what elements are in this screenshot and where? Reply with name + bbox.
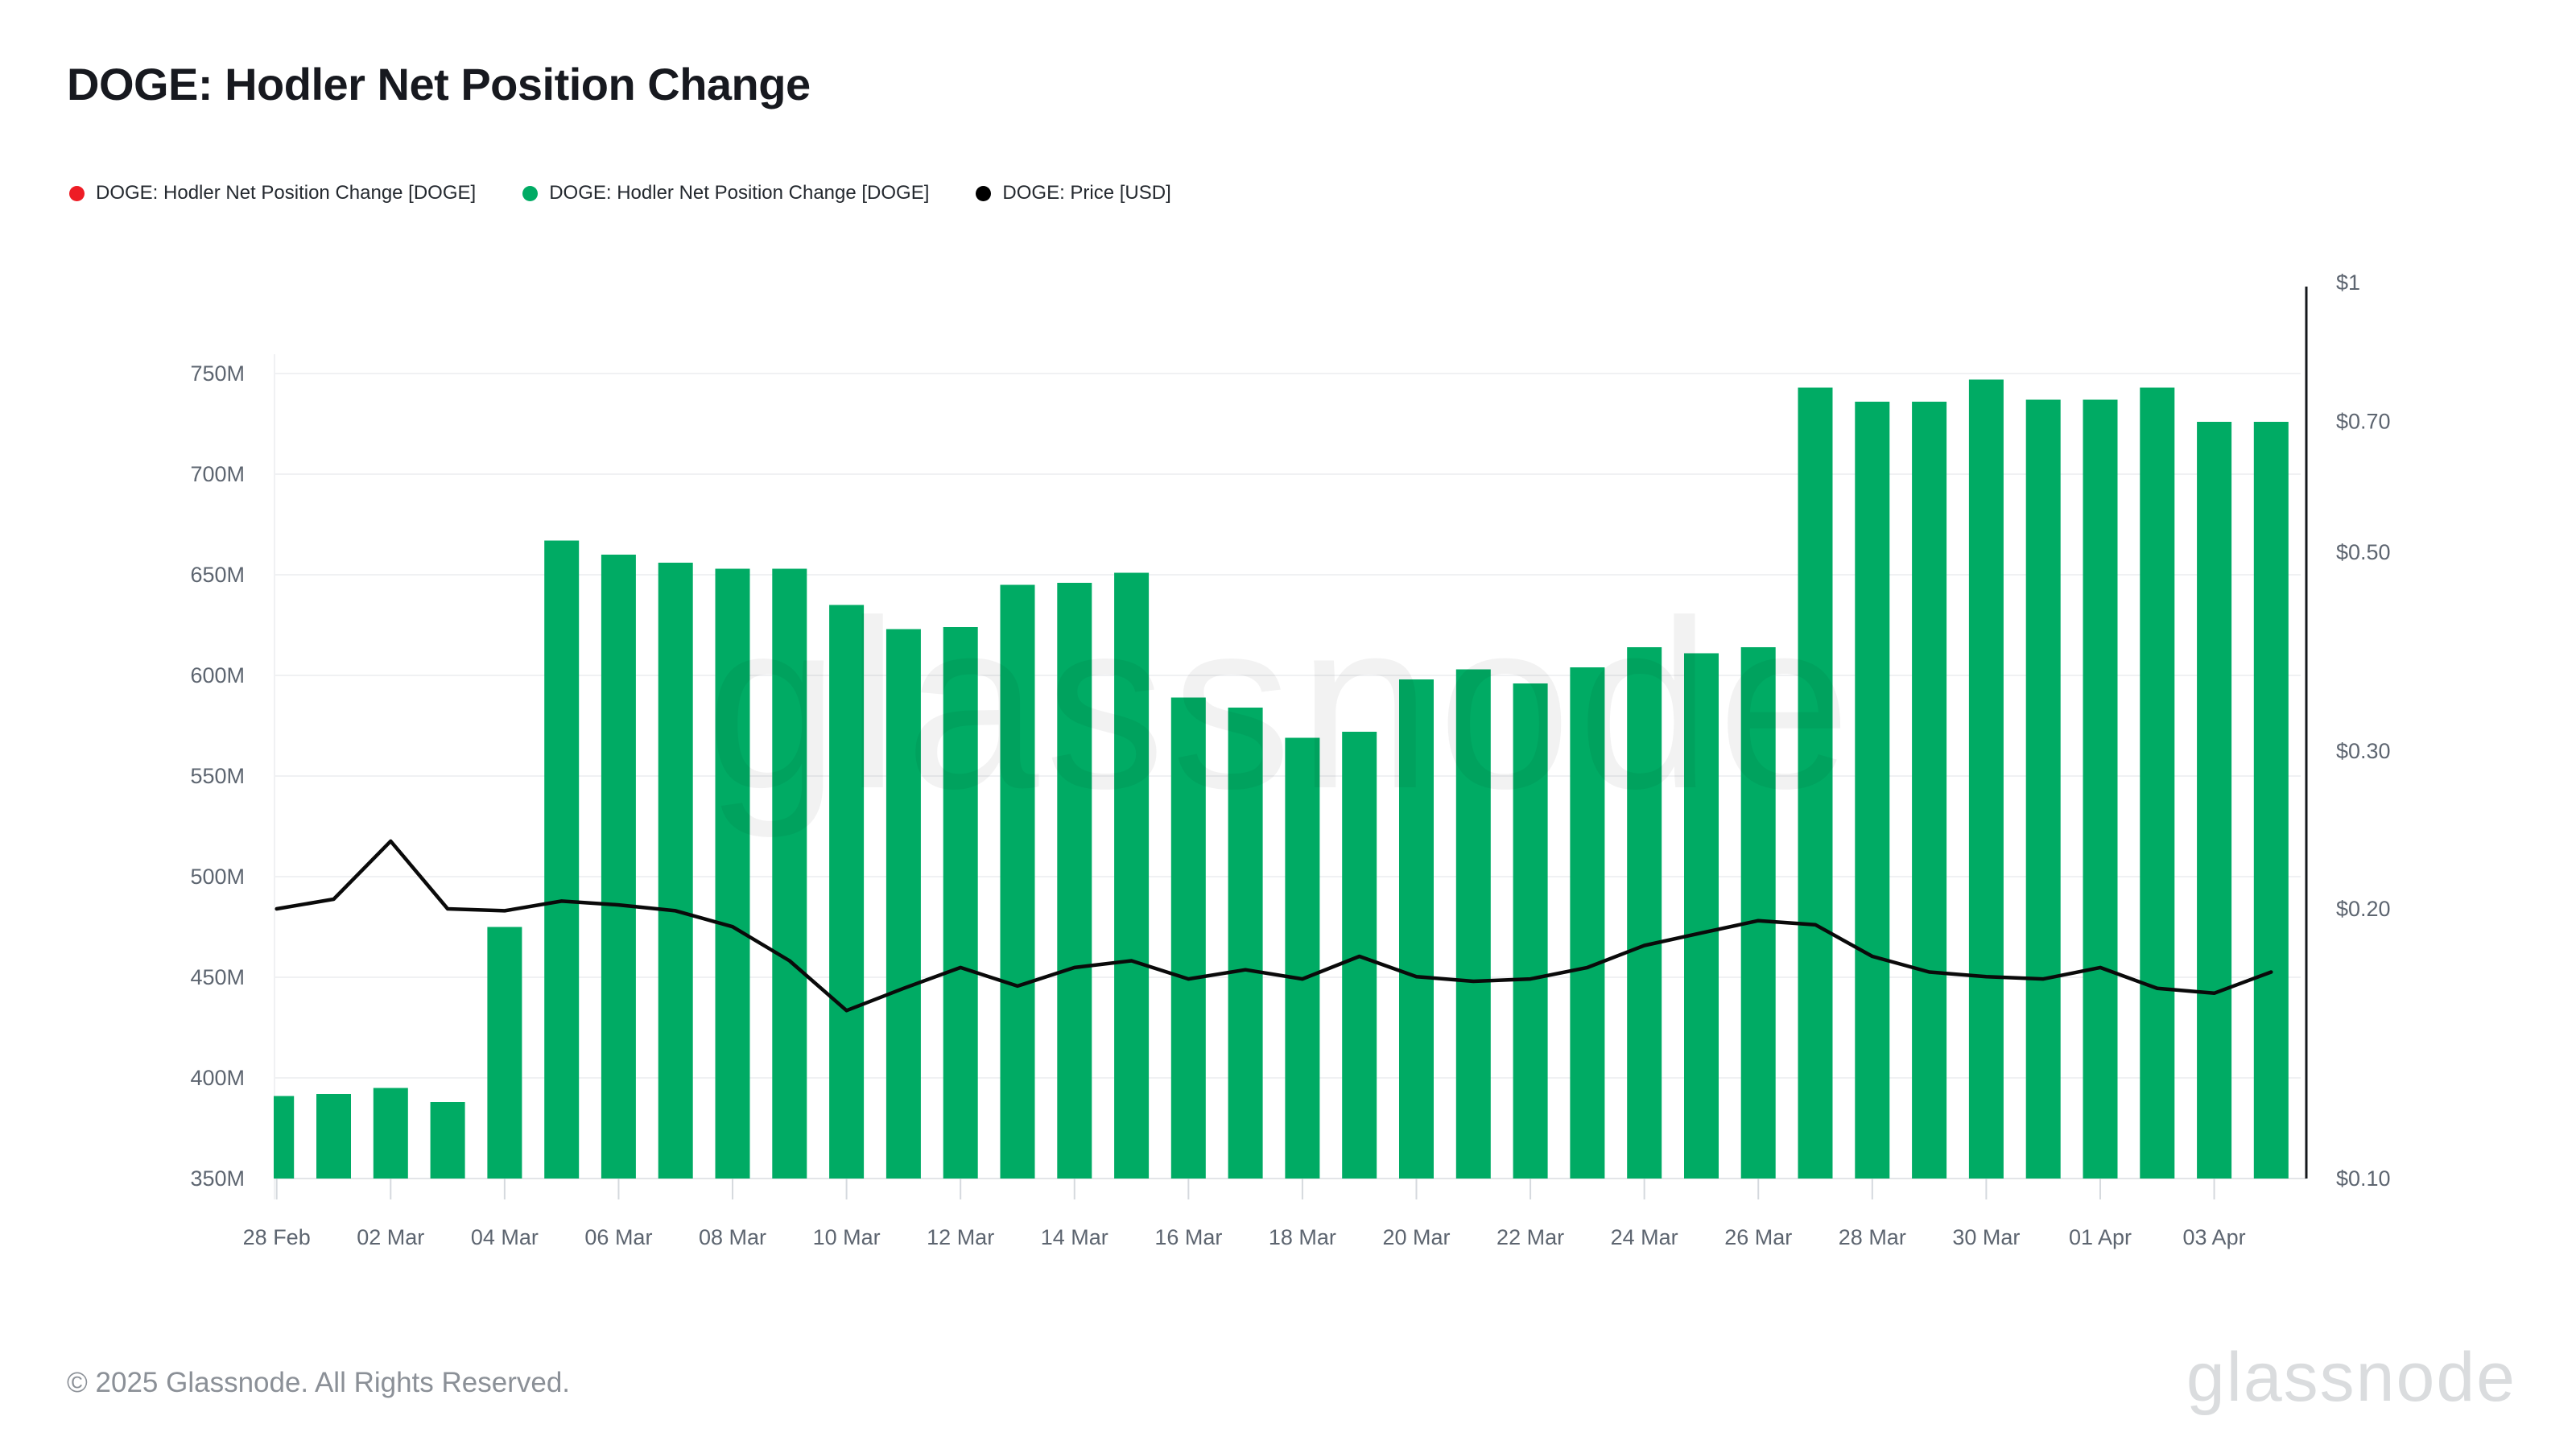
bar-04-apr (2253, 422, 2289, 1179)
left-axis-label: 750M (190, 361, 245, 386)
bar-13-mar (1000, 584, 1035, 1179)
x-axis-label: 24 Mar (1611, 1225, 1678, 1249)
bar-31-mar (2025, 399, 2061, 1179)
left-axis-label: 650M (190, 563, 245, 587)
right-axis-label: $0.30 (2336, 739, 2391, 763)
bar-29-mar (1912, 402, 1947, 1179)
bar-27-mar (1798, 387, 1833, 1179)
x-axis-label: 01 Apr (2069, 1225, 2132, 1249)
bar-01-mar (316, 1094, 351, 1179)
legend-label: DOGE: Price [USD] (1002, 182, 1171, 204)
bar-06-mar (601, 555, 636, 1179)
bar-30-mar (1968, 379, 2004, 1179)
legend-item-price[interactable]: DOGE: Price [USD] (976, 182, 1171, 204)
bar-24-mar (1627, 647, 1662, 1179)
right-axis-label: $0.50 (2336, 540, 2391, 564)
bar-10-mar (829, 605, 865, 1179)
x-axis-label: 03 Apr (2183, 1225, 2246, 1249)
bar-02-apr (2140, 387, 2175, 1179)
x-axis-label: 22 Mar (1496, 1225, 1564, 1249)
bar-01-apr (2083, 399, 2118, 1179)
bar-04-mar (487, 927, 522, 1179)
bar-08-mar (715, 568, 750, 1179)
legend-dot-red-icon (69, 185, 85, 201)
x-axis-label: 30 Mar (1952, 1225, 2020, 1249)
bar-25-mar (1684, 653, 1719, 1179)
x-axis-label: 14 Mar (1041, 1225, 1108, 1249)
left-axis-label: 350M (190, 1166, 245, 1191)
x-axis-label: 28 Feb (243, 1225, 311, 1249)
legend-label: DOGE: Hodler Net Position Change [DOGE] (549, 182, 930, 204)
x-axis-label: 04 Mar (471, 1225, 539, 1249)
bar-26-mar (1740, 647, 1776, 1179)
left-axis-label: 700M (190, 462, 245, 486)
x-axis-label: 18 Mar (1269, 1225, 1336, 1249)
left-axis-label: 550M (190, 764, 245, 788)
bar-23-mar (1570, 667, 1605, 1179)
x-axis-label: 06 Mar (584, 1225, 652, 1249)
left-axis-label: 500M (190, 865, 245, 889)
bar-11-mar (886, 629, 921, 1179)
bar-20-mar (1399, 679, 1434, 1179)
bar-22-mar (1513, 683, 1548, 1179)
x-axis-label: 26 Mar (1724, 1225, 1792, 1249)
legend-dot-green-icon (522, 185, 539, 201)
x-axis-label: 08 Mar (699, 1225, 766, 1249)
bar-07-mar (658, 563, 693, 1179)
legend-dot-black-icon (976, 185, 992, 201)
left-axis-label: 600M (190, 663, 245, 687)
watermark-glassnode: glassnode (706, 571, 1858, 840)
x-axis-label: 10 Mar (813, 1225, 881, 1249)
x-axis-label: 02 Mar (357, 1225, 424, 1249)
legend-item-hodler-net-position-negative[interactable]: DOGE: Hodler Net Position Change [DOGE] (69, 182, 476, 204)
bar-17-mar (1228, 708, 1263, 1179)
x-axis-label: 28 Mar (1839, 1225, 1906, 1249)
bar-03-mar (430, 1102, 465, 1179)
bar-28-mar (1855, 402, 1890, 1179)
bar-15-mar (1114, 572, 1150, 1179)
price-line (275, 839, 2273, 1013)
glassnode-logo: glassnode (2186, 1339, 2516, 1416)
legend-item-hodler-net-position-positive[interactable]: DOGE: Hodler Net Position Change [DOGE] (522, 182, 929, 204)
left-axis-label: 450M (190, 965, 245, 989)
bar-14-mar (1057, 583, 1092, 1179)
x-axis-label: 16 Mar (1154, 1225, 1222, 1249)
legend-label: DOGE: Hodler Net Position Change [DOGE] (96, 182, 477, 204)
right-axis-label: $0.70 (2336, 409, 2391, 433)
bar-02-mar (373, 1088, 408, 1179)
legend: DOGE: Hodler Net Position Change [DOGE] … (69, 182, 1171, 204)
x-axis-label: 20 Mar (1382, 1225, 1450, 1249)
bar-16-mar (1170, 697, 1206, 1179)
bar-28-feb (274, 1096, 295, 1179)
bar-21-mar (1455, 669, 1491, 1179)
page-title: DOGE: Hodler Net Position Change (67, 59, 811, 109)
bar-03-apr (2197, 422, 2232, 1179)
left-axis-label: 400M (190, 1066, 245, 1090)
bar-05-mar (544, 540, 580, 1179)
bar-18-mar (1285, 737, 1320, 1179)
footer-copyright: © 2025 Glassnode. All Rights Reserved. (67, 1367, 571, 1398)
bar-09-mar (772, 568, 807, 1179)
right-axis-label: $0.10 (2336, 1166, 2391, 1191)
right-axis-label: $1 (2336, 270, 2360, 295)
bar-12-mar (943, 627, 978, 1179)
right-axis-label: $0.20 (2336, 897, 2391, 921)
x-axis-label: 12 Mar (927, 1225, 994, 1249)
